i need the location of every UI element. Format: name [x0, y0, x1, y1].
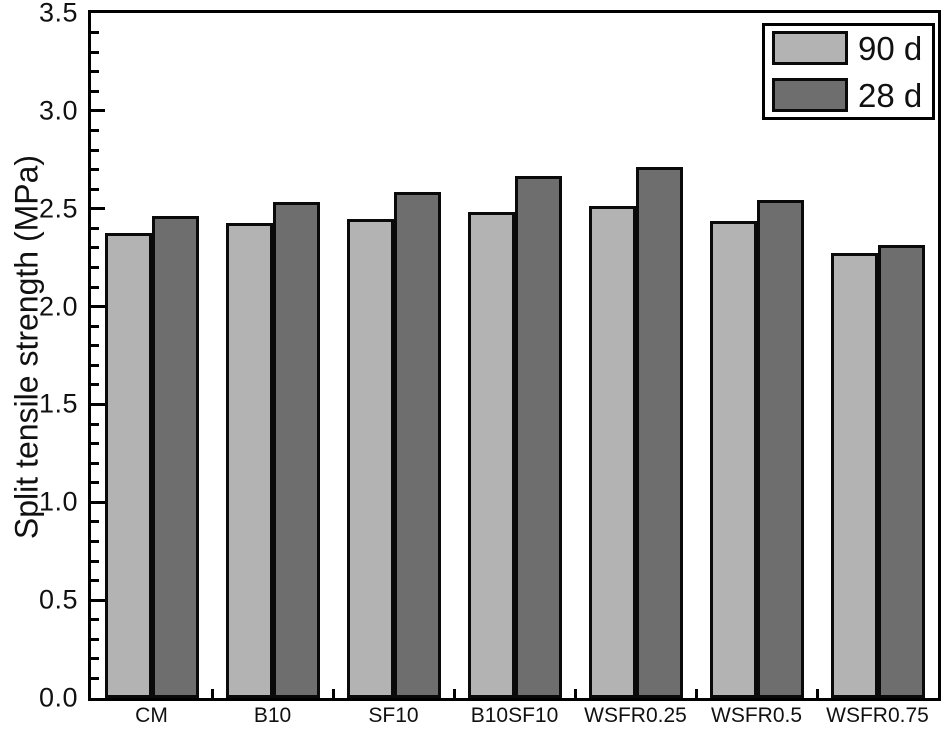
y-minor-tick [91, 31, 99, 35]
y-major-tick [91, 305, 105, 309]
y-minor-tick [91, 520, 99, 524]
bar-90d-B10 [225, 223, 273, 698]
y-tick-label: 2.0 [38, 291, 78, 322]
y-minor-tick [91, 265, 99, 269]
y-minor-tick [91, 128, 99, 132]
y-minor-tick [91, 70, 99, 74]
bar-28d-B10 [272, 201, 320, 698]
x-boundary-tick [815, 689, 819, 698]
y-major-tick [91, 402, 105, 406]
bar-28d-CM [151, 215, 199, 698]
y-minor-tick [91, 148, 99, 152]
y-tick-label: 1.0 [38, 486, 78, 517]
y-minor-tick [91, 226, 99, 230]
x-category-label: CM [135, 704, 168, 727]
y-minor-tick [91, 442, 99, 446]
y-minor-tick [91, 246, 99, 250]
bar-28d-WSFR0.25 [635, 166, 683, 698]
legend-label: 28 d [858, 76, 923, 114]
x-category-label: B10 [253, 704, 292, 727]
x-boundary-tick [331, 689, 335, 698]
y-minor-tick [91, 363, 99, 367]
legend-swatch-90d [772, 31, 848, 65]
y-minor-tick [91, 324, 99, 328]
y-tick-label: 2.5 [38, 193, 78, 224]
y-minor-tick [91, 285, 99, 289]
bar-28d-WSFR0.5 [756, 199, 804, 698]
bar-90d-WSFR0.75 [830, 252, 878, 698]
y-minor-tick [91, 618, 99, 622]
legend-label: 90 d [858, 29, 923, 67]
legend-row: 90 d [772, 31, 925, 65]
y-minor-tick [91, 481, 99, 485]
y-tick-label: 3.5 [38, 0, 78, 28]
legend-row: 28 d [772, 78, 925, 112]
y-tick-label: 0.0 [38, 682, 78, 713]
y-major-tick [91, 598, 105, 602]
bar-28d-B10SF10 [514, 176, 562, 698]
y-tick-label: 1.5 [38, 388, 78, 419]
x-axis-category-labels: CM B10 SF10 B10SF10 WSFR0.25 WSFR0.5 WSFR0.75 [88, 702, 941, 729]
y-minor-tick [91, 637, 99, 641]
y-minor-tick [91, 344, 99, 348]
bar-90d-SF10 [346, 219, 394, 698]
x-category-label: SF10 [368, 704, 419, 727]
y-minor-tick [91, 89, 99, 93]
y-minor-tick [91, 187, 99, 191]
y-major-tick [91, 109, 105, 113]
x-category-label: WSFR0.75 [826, 704, 929, 727]
bar-90d-WSFR0.25 [588, 205, 636, 698]
y-minor-tick [91, 676, 99, 680]
y-minor-tick [91, 168, 99, 172]
x-boundary-tick [210, 689, 214, 698]
x-boundary-tick [573, 689, 577, 698]
legend: 90 d 28 d [762, 23, 935, 120]
bar-28d-SF10 [393, 192, 441, 698]
y-minor-tick [91, 657, 99, 661]
x-category-label: WSFR0.25 [584, 704, 687, 727]
y-major-tick [91, 207, 105, 211]
plot-area [88, 10, 941, 701]
x-category-label: WSFR0.5 [710, 704, 803, 727]
y-tick-label: 3.0 [38, 95, 78, 126]
bar-90d-WSFR0.5 [709, 221, 757, 698]
x-boundary-tick [694, 689, 698, 698]
y-minor-tick [91, 461, 99, 465]
x-category-label: B10SF10 [470, 704, 559, 727]
bar-90d-B10SF10 [467, 211, 515, 698]
bar-28d-WSFR0.75 [877, 244, 925, 698]
y-major-tick [91, 500, 105, 504]
bar-90d-CM [104, 233, 152, 698]
y-minor-tick [91, 559, 99, 563]
y-tick-label: 0.5 [38, 584, 78, 615]
y-minor-tick [91, 383, 99, 387]
y-minor-tick [91, 579, 99, 583]
legend-swatch-28d [772, 78, 848, 112]
y-axis-tick-labels: 0.0 0.5 1.0 1.5 2.0 2.5 3.0 3.5 [0, 0, 80, 713]
y-minor-tick [91, 50, 99, 54]
x-boundary-tick [452, 689, 456, 698]
y-minor-tick [91, 539, 99, 543]
y-minor-tick [91, 422, 99, 426]
